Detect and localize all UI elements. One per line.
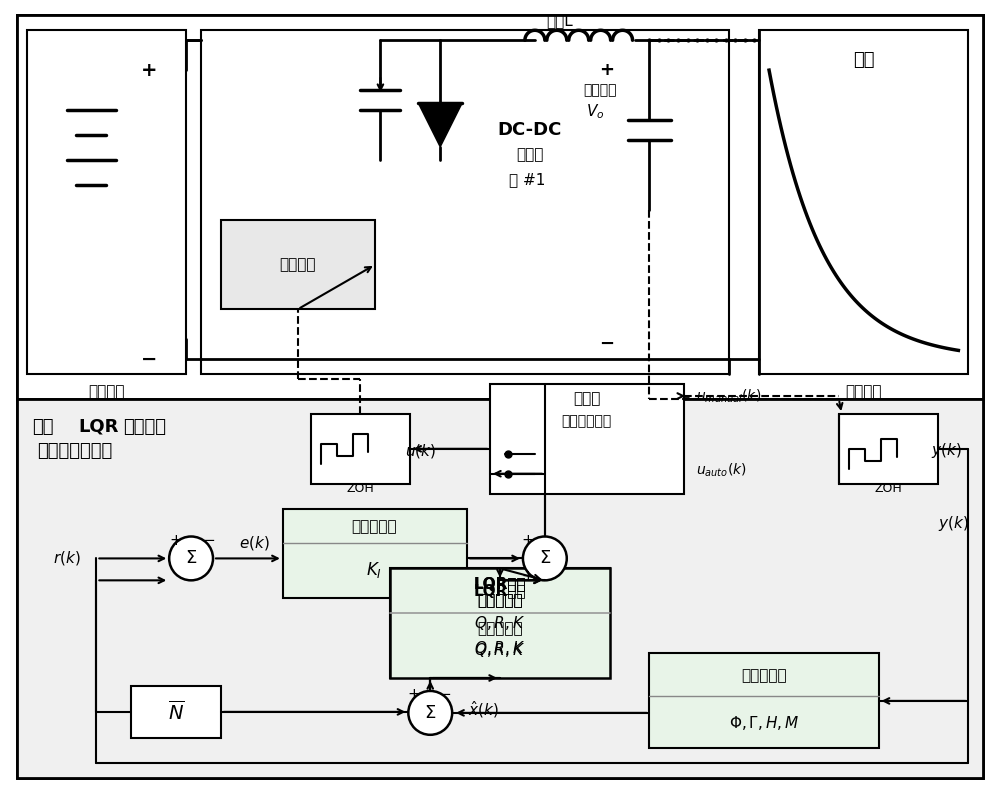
- Text: $y(k)$: $y(k)$: [931, 441, 962, 460]
- Text: $V_o$: $V_o$: [586, 103, 605, 122]
- Text: 变换器: 变换器: [516, 148, 544, 163]
- Text: $\overline{N}$: $\overline{N}$: [168, 700, 184, 724]
- Text: $u_{manual}(k)$: $u_{manual}(k)$: [696, 387, 762, 405]
- Bar: [221, 219, 375, 309]
- Text: $y(k)$: $y(k)$: [938, 514, 969, 533]
- Text: +: +: [522, 533, 534, 548]
- Text: 电子负载: 电子负载: [845, 384, 882, 399]
- Text: $Q, R, K$: $Q, R, K$: [474, 641, 526, 659]
- Bar: [131, 686, 221, 738]
- Text: $K_I$: $K_I$: [366, 560, 382, 581]
- Text: 控制模式切换: 控制模式切换: [562, 414, 612, 428]
- Text: 状态观测器: 状态观测器: [741, 668, 787, 683]
- Text: LQR稳态: LQR稳态: [474, 583, 526, 598]
- Bar: [27, 30, 186, 374]
- Text: +: +: [599, 61, 614, 79]
- Text: LQR稳态: LQR稳态: [474, 576, 526, 591]
- Bar: [311, 414, 410, 484]
- Text: DC-DC: DC-DC: [498, 121, 562, 139]
- Bar: [390, 568, 610, 678]
- Circle shape: [169, 537, 213, 581]
- Text: −: −: [599, 335, 614, 353]
- Text: +: +: [141, 61, 157, 80]
- Text: ZOH: ZOH: [347, 482, 374, 495]
- Text: $e(k)$: $e(k)$: [239, 534, 270, 552]
- Bar: [839, 414, 938, 484]
- Bar: [17, 15, 983, 399]
- Text: $Q,R,K$: $Q,R,K$: [474, 614, 526, 632]
- Text: $u_{auto}(k)$: $u_{auto}(k)$: [696, 462, 747, 480]
- Text: 电感L: 电感L: [546, 13, 573, 28]
- Text: $\Sigma$: $\Sigma$: [185, 549, 197, 567]
- Text: 例 #1: 例 #1: [509, 172, 545, 187]
- Text: 输出电压: 输出电压: [583, 83, 616, 97]
- Text: 供电系统: 供电系统: [88, 384, 125, 399]
- Polygon shape: [418, 103, 462, 147]
- Text: $\Phi,\Gamma,H,M$: $\Phi,\Gamma,H,M$: [729, 714, 799, 732]
- Text: 最优控制器: 最优控制器: [477, 621, 523, 636]
- Text: 负载: 负载: [853, 51, 874, 69]
- Text: LQR: LQR: [78, 418, 119, 436]
- Text: $\hat{x}(k)$: $\hat{x}(k)$: [468, 699, 499, 720]
- Text: $\Sigma$: $\Sigma$: [424, 704, 436, 722]
- Bar: [17, 399, 983, 778]
- Circle shape: [523, 537, 567, 581]
- Circle shape: [408, 691, 452, 735]
- Bar: [283, 509, 467, 598]
- Bar: [490, 384, 684, 494]
- Text: ZOH: ZOH: [875, 482, 903, 495]
- Text: 最优控制: 最优控制: [123, 418, 166, 436]
- Bar: [649, 653, 879, 748]
- Text: $u(k)$: $u(k)$: [405, 442, 436, 460]
- Text: 基于: 基于: [32, 418, 53, 436]
- Bar: [390, 568, 610, 678]
- Bar: [759, 30, 968, 374]
- Text: $Q,R,K$: $Q,R,K$: [474, 639, 526, 657]
- Bar: [201, 30, 729, 374]
- Text: 门驱动器: 门驱动器: [279, 257, 316, 272]
- Text: $r(k)$: $r(k)$: [53, 549, 80, 567]
- Text: +: +: [170, 533, 183, 548]
- Text: $\Sigma$: $\Sigma$: [539, 549, 551, 567]
- Text: −: −: [439, 687, 452, 702]
- Text: 手自动: 手自动: [573, 391, 600, 406]
- Text: 积分控制器: 积分控制器: [352, 519, 397, 534]
- Text: −: −: [141, 350, 157, 368]
- Bar: [17, 15, 983, 399]
- Text: +: +: [407, 687, 420, 702]
- Text: 的数字化控制器: 的数字化控制器: [37, 442, 112, 460]
- Text: −: −: [203, 533, 215, 548]
- Text: +: +: [522, 569, 534, 584]
- Text: 最优控制器: 最优控制器: [477, 593, 523, 608]
- Text: 最优控制器: 最优控制器: [477, 593, 523, 608]
- Text: LQR稳态: LQR稳态: [474, 576, 526, 591]
